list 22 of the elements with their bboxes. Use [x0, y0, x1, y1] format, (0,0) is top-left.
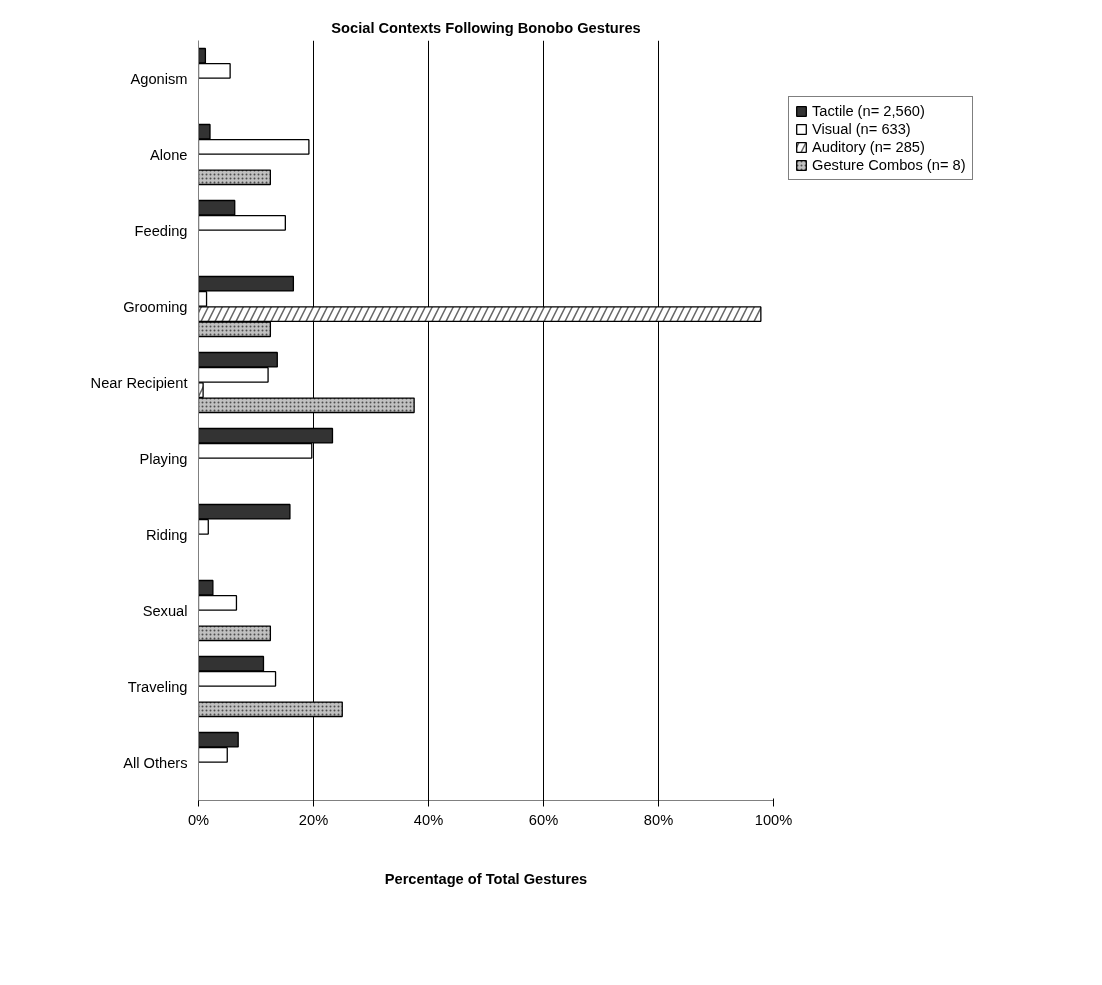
y-tick-label: Near Recipient [90, 374, 188, 391]
y-tick-label: Riding [145, 526, 188, 543]
x-tick-label: 20% [298, 811, 329, 828]
legend-label: Visual (n= 633) [812, 121, 911, 137]
y-tick-label: Traveling [127, 678, 188, 695]
x-tick-label: 100% [754, 811, 793, 828]
x-tick-label: 40% [413, 811, 444, 828]
x-tick-label: 60% [528, 811, 559, 828]
legend-label: Gesture Combos (n= 8) [812, 157, 966, 173]
y-tick-label: Grooming [123, 298, 188, 315]
x-axis-title: Percentage of Total Gestures [384, 870, 588, 887]
chart-title: Social Contexts Following Bonobo Gestures [331, 19, 641, 36]
x-tick-label: 80% [643, 811, 674, 828]
legend-label: Tactile (n= 2,560) [812, 103, 925, 119]
x-tick-label: 0% [187, 811, 210, 828]
y-tick-label: Feeding [134, 222, 188, 239]
y-tick-label: All Others [123, 754, 188, 771]
y-tick-label: Sexual [142, 602, 188, 619]
y-tick-label: Playing [139, 450, 188, 467]
y-tick-label: Agonism [130, 70, 188, 87]
y-tick-label: Alone [150, 146, 188, 163]
legend-label: Auditory (n= 285) [812, 139, 925, 155]
